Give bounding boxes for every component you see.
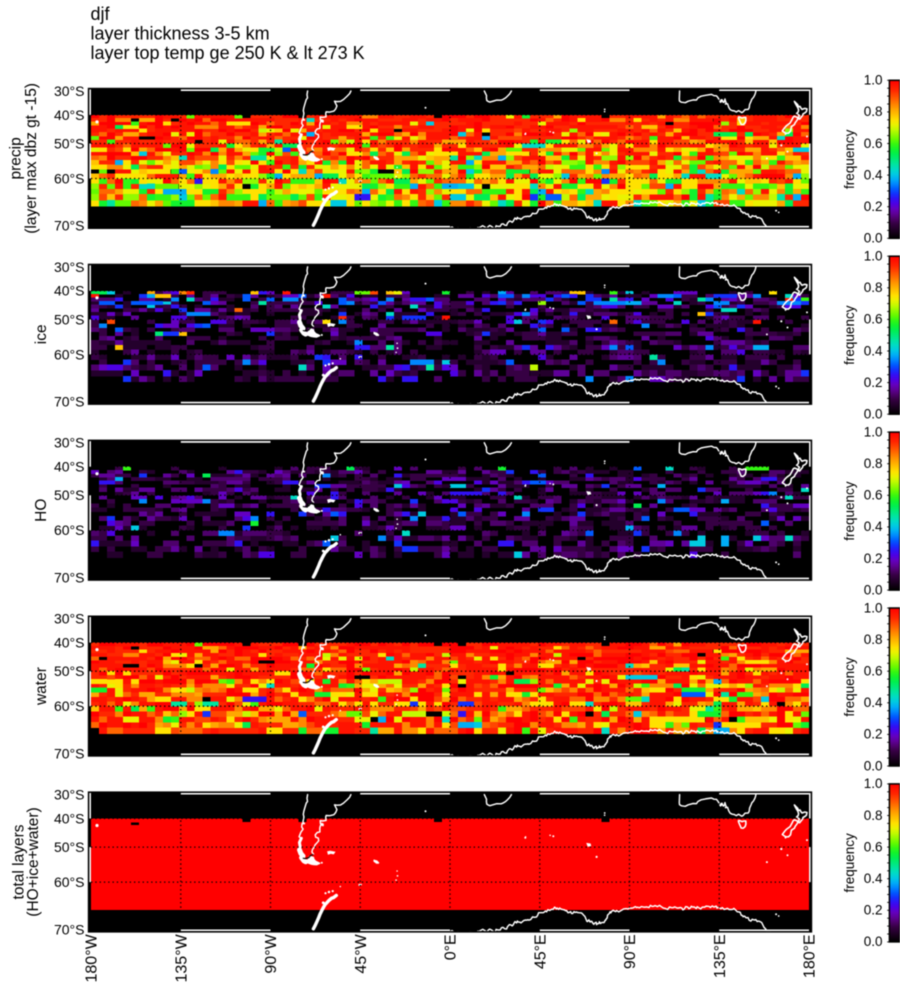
svg-text:frequency: frequency xyxy=(842,129,857,189)
svg-text:50°S: 50°S xyxy=(54,487,85,503)
svg-text:135°W: 135°W xyxy=(173,933,190,982)
svg-text:0.0: 0.0 xyxy=(864,758,883,773)
svg-text:(layer max dbz gt -15): (layer max dbz gt -15) xyxy=(23,83,40,234)
svg-text:0.0: 0.0 xyxy=(864,934,883,949)
svg-text:60°S: 60°S xyxy=(54,698,85,714)
svg-text:40°S: 40°S xyxy=(54,283,85,299)
svg-text:0.8: 0.8 xyxy=(864,808,883,823)
svg-text:0.4: 0.4 xyxy=(864,695,883,710)
svg-text:0.6: 0.6 xyxy=(864,839,883,854)
svg-text:50°S: 50°S xyxy=(54,135,85,151)
svg-text:1.0: 1.0 xyxy=(864,600,883,615)
svg-text:layer top temp ge 250 K & lt 2: layer top temp ge 250 K & lt 273 K xyxy=(91,43,365,63)
svg-text:40°S: 40°S xyxy=(54,459,85,475)
svg-text:djf: djf xyxy=(91,4,111,24)
svg-text:0.6: 0.6 xyxy=(864,664,883,679)
svg-text:50°S: 50°S xyxy=(54,839,85,855)
svg-text:45°E: 45°E xyxy=(532,934,549,969)
svg-text:60°S: 60°S xyxy=(54,874,85,890)
svg-text:0.6: 0.6 xyxy=(864,488,883,503)
svg-text:1.0: 1.0 xyxy=(864,249,883,264)
svg-text:90°W: 90°W xyxy=(263,933,280,973)
svg-text:0.2: 0.2 xyxy=(864,903,883,918)
svg-text:0.2: 0.2 xyxy=(864,375,883,390)
svg-text:0.8: 0.8 xyxy=(864,280,883,295)
svg-text:70°S: 70°S xyxy=(54,570,85,586)
svg-text:30°S: 30°S xyxy=(54,435,85,451)
svg-text:40°S: 40°S xyxy=(54,635,85,651)
svg-text:40°S: 40°S xyxy=(54,107,85,123)
svg-text:70°S: 70°S xyxy=(54,218,85,234)
svg-text:total layers: total layers xyxy=(11,824,28,899)
svg-text:HO: HO xyxy=(33,499,50,522)
svg-text:0.4: 0.4 xyxy=(864,519,883,534)
svg-text:60°S: 60°S xyxy=(54,522,85,538)
svg-text:90°E: 90°E xyxy=(622,934,639,969)
svg-text:0.4: 0.4 xyxy=(864,343,883,358)
svg-text:0.0: 0.0 xyxy=(864,231,883,246)
svg-text:0.2: 0.2 xyxy=(864,199,883,214)
svg-text:45°W: 45°W xyxy=(353,933,370,973)
svg-text:0.6: 0.6 xyxy=(864,136,883,151)
svg-text:60°S: 60°S xyxy=(54,346,85,362)
svg-text:0.4: 0.4 xyxy=(864,167,883,182)
svg-text:40°S: 40°S xyxy=(54,810,85,826)
svg-text:frequency: frequency xyxy=(842,833,857,893)
svg-text:precip: precip xyxy=(8,137,25,179)
svg-text:frequency: frequency xyxy=(842,305,857,365)
svg-text:water: water xyxy=(33,667,50,706)
svg-text:0.0: 0.0 xyxy=(864,407,883,422)
svg-text:180°W: 180°W xyxy=(84,933,101,982)
svg-text:0.8: 0.8 xyxy=(864,104,883,119)
svg-text:0°E: 0°E xyxy=(443,934,460,960)
svg-text:60°S: 60°S xyxy=(54,170,85,186)
svg-text:30°S: 30°S xyxy=(54,83,85,99)
svg-text:frequency: frequency xyxy=(842,657,857,717)
svg-text:1.0: 1.0 xyxy=(864,424,883,439)
svg-text:70°S: 70°S xyxy=(54,745,85,761)
svg-text:0.8: 0.8 xyxy=(864,456,883,471)
svg-text:135°E: 135°E xyxy=(712,934,729,978)
svg-text:30°S: 30°S xyxy=(54,259,85,275)
svg-text:70°S: 70°S xyxy=(54,921,85,937)
svg-text:frequency: frequency xyxy=(842,481,857,541)
svg-text:0.4: 0.4 xyxy=(864,871,883,886)
svg-text:layer thickness 3-5 km: layer thickness 3-5 km xyxy=(91,23,270,43)
svg-text:0.2: 0.2 xyxy=(864,727,883,742)
svg-text:1.0: 1.0 xyxy=(864,776,883,791)
svg-text:50°S: 50°S xyxy=(54,311,85,327)
svg-text:0.8: 0.8 xyxy=(864,632,883,647)
svg-text:1.0: 1.0 xyxy=(864,73,883,88)
svg-text:180°E: 180°E xyxy=(802,934,819,978)
svg-text:30°S: 30°S xyxy=(54,611,85,627)
svg-text:ice: ice xyxy=(33,324,50,344)
svg-text:0.6: 0.6 xyxy=(864,312,883,327)
svg-text:0.2: 0.2 xyxy=(864,551,883,566)
svg-text:50°S: 50°S xyxy=(54,663,85,679)
svg-text:0.0: 0.0 xyxy=(864,582,883,597)
svg-text:70°S: 70°S xyxy=(54,394,85,410)
svg-text:30°S: 30°S xyxy=(54,787,85,803)
svg-text:(HO+ice+water): (HO+ice+water) xyxy=(25,807,42,916)
